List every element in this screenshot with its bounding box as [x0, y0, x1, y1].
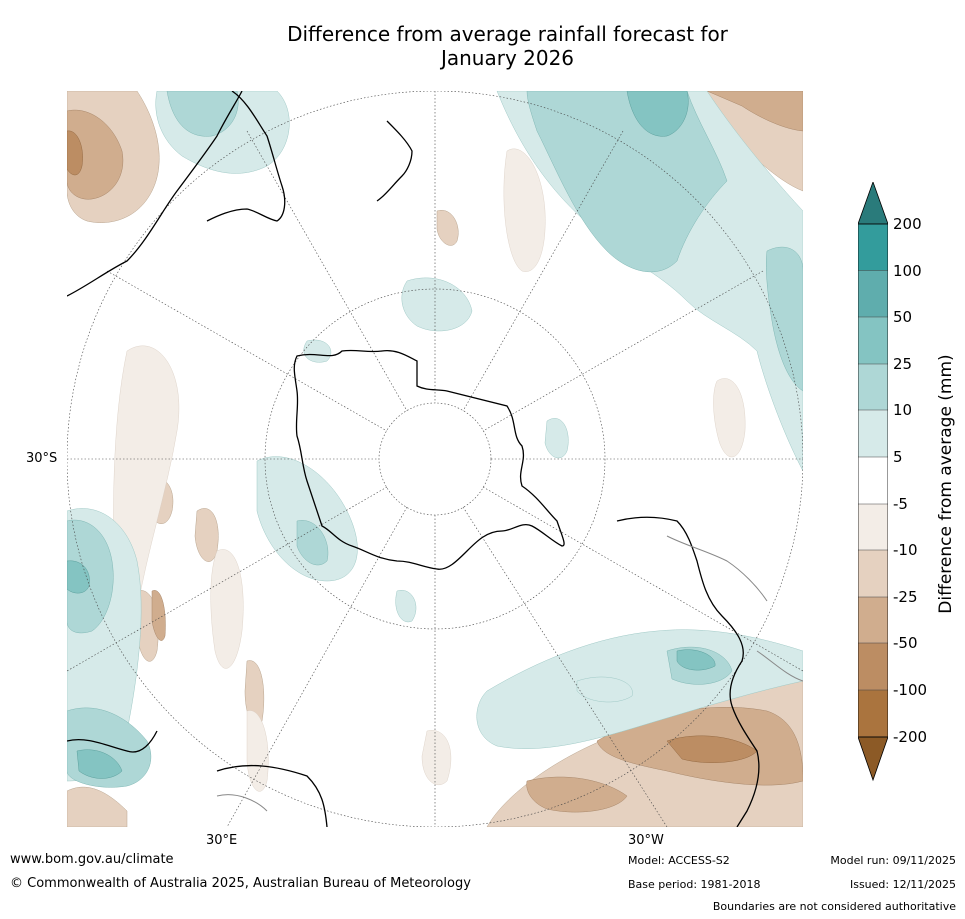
very-dry-regions [67, 130, 758, 763]
colorbar-tick: 10 [893, 401, 913, 419]
base-period: Base period: 1981-2018 [628, 878, 761, 891]
colorbar-segment-200 [858, 224, 888, 271]
longitude-label-30w: 30°W [628, 833, 664, 848]
colorbar-segment-minus50 [858, 643, 888, 690]
colorbar [858, 182, 888, 782]
colorbar-segment-50 [858, 317, 888, 364]
antarctica-coastline [293, 349, 565, 570]
madagascar-coastline [216, 764, 328, 827]
colorbar-segment-10 [858, 410, 888, 457]
copyright-text: © Commonwealth of Australia 2025, Austra… [10, 876, 471, 891]
australia-south-coastline [206, 91, 286, 222]
colorbar-tick: 200 [893, 215, 922, 233]
colorbar-tick: -200 [893, 728, 928, 746]
longitude-label-30e: 30°E [206, 833, 238, 848]
colorbar-min-extension [858, 736, 888, 782]
graticule [67, 91, 803, 827]
colorbar-segment-minus5 [858, 504, 888, 550]
colorbar-max-extension [858, 182, 888, 225]
colorbar-tick: -5 [893, 495, 908, 513]
boundary-disclaimer: Boundaries are not considered authoritat… [712, 900, 956, 913]
latitude-label-30s: 30°S [26, 451, 58, 466]
model-run-date: Model run: 09/11/2025 [830, 854, 956, 867]
colorbar-tick: -50 [893, 634, 918, 652]
colorbar-tick: -10 [893, 541, 918, 559]
website-link[interactable]: www.bom.gov.au/climate [10, 852, 174, 867]
colorbar-title: Difference from average (mm) [936, 354, 956, 614]
south-america-coastline [616, 516, 760, 827]
colorbar-segment-5 [858, 457, 888, 504]
colorbar-tick: -100 [893, 681, 928, 699]
colorbar-tick: 50 [893, 308, 913, 326]
colorbar-segment-100 [858, 270, 888, 317]
model-name: Model: ACCESS-S2 [628, 854, 730, 867]
colorbar-segment-minus10 [858, 550, 888, 597]
new-zealand-coastline [376, 120, 413, 202]
rainfall-map [67, 91, 803, 827]
colorbar-segment-25 [858, 364, 888, 410]
colorbar-segment-minus25 [858, 597, 888, 643]
title-line-1: Difference from average rainfall forecas… [287, 22, 728, 46]
country-borders [216, 535, 803, 812]
colorbar-tick: 100 [893, 262, 922, 280]
colorbar-segment-minus100 [858, 690, 888, 737]
colorbar-tick: -25 [893, 588, 918, 606]
chart-title: Difference from average rainfall forecas… [200, 22, 815, 70]
australia-west-coastline [67, 91, 243, 297]
colorbar-tick: 5 [893, 448, 903, 466]
coastlines [67, 91, 760, 827]
issued-date: Issued: 12/11/2025 [849, 878, 956, 891]
southern-africa-coastline [67, 730, 158, 753]
colorbar-tick: 25 [893, 355, 913, 373]
title-line-2: January 2026 [440, 46, 575, 70]
